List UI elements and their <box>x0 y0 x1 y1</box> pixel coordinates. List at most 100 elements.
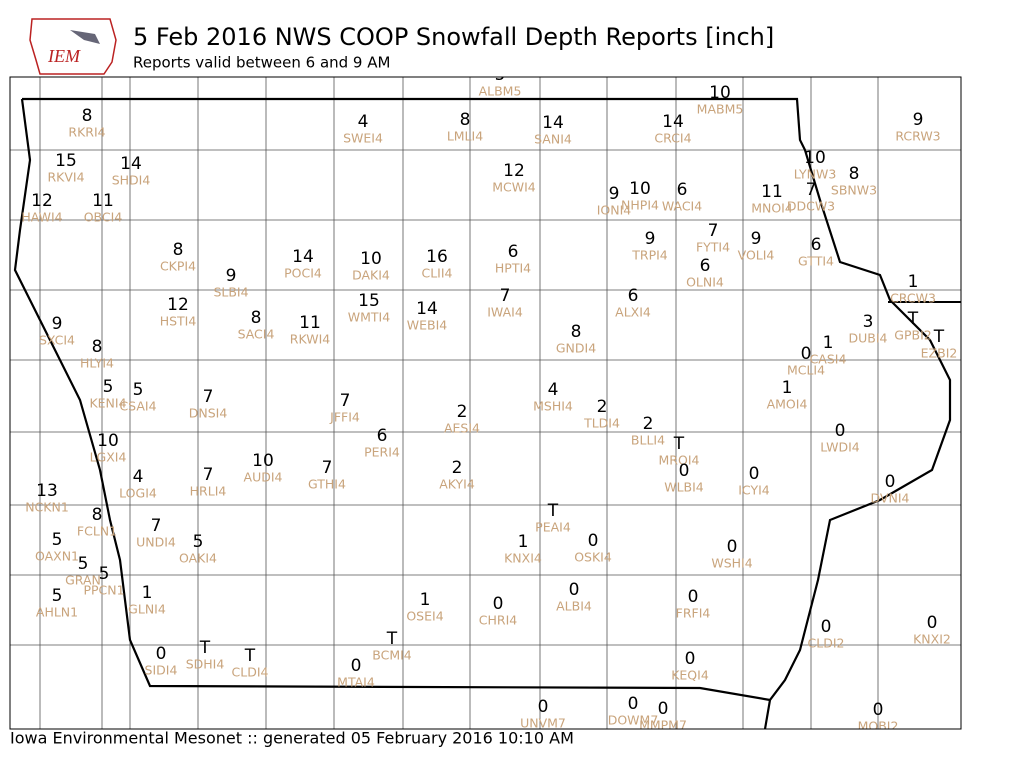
station-value: 1 <box>142 583 153 603</box>
station-value: 9 <box>645 229 656 249</box>
station-id: MMPM7 <box>639 718 687 733</box>
station-id: CLDI2 <box>808 636 845 651</box>
station-value: T <box>673 434 685 454</box>
station-value: 5 <box>103 377 114 397</box>
station-value: T <box>386 629 398 649</box>
station-value: 5 <box>193 532 204 552</box>
station-id: OSKI4 <box>574 550 612 565</box>
station-value: 1 <box>518 532 529 552</box>
station-id: DOWM7 <box>608 713 659 728</box>
station-value: 6 <box>700 256 711 276</box>
station-value: 2 <box>452 458 463 478</box>
station-value: 0 <box>749 464 760 484</box>
station-id: EZBI2 <box>921 346 958 361</box>
subtitle: Reports valid between 6 and 9 AM <box>133 54 390 72</box>
station-value: 7 <box>708 221 719 241</box>
station-value: 0 <box>679 461 690 481</box>
station-id: AHLN1 <box>36 605 78 620</box>
map-frame <box>9 76 962 730</box>
station-value: 5 <box>133 380 144 400</box>
station-id: WSHI4 <box>711 556 752 571</box>
station-id: WEBI4 <box>407 318 448 333</box>
station-value: 0 <box>658 699 669 719</box>
station-id: UNDI4 <box>136 535 176 550</box>
station-id: KENI4 <box>89 396 126 411</box>
station-id: LYNW3 <box>794 167 837 182</box>
station-id: JFFI4 <box>329 410 360 425</box>
station-id: WACI4 <box>662 199 702 214</box>
station-id: MROI4 <box>659 453 700 468</box>
station-id: UNVM7 <box>520 716 566 731</box>
station-value: 0 <box>538 697 549 717</box>
station-value: 10 <box>709 83 731 103</box>
station-id: SACI4 <box>238 327 275 342</box>
station-value: 14 <box>416 299 438 319</box>
station-value: 0 <box>156 644 167 664</box>
station-value: 0 <box>569 580 580 600</box>
station-value: 6 <box>508 242 519 262</box>
station-id: SIDI4 <box>145 663 178 678</box>
station-id: MNOI4 <box>751 201 793 216</box>
station-value: 11 <box>92 191 114 211</box>
station-id: ICYI4 <box>738 483 770 498</box>
station-id: DVNI4 <box>871 491 910 506</box>
station-id: BLLI4 <box>631 433 665 448</box>
logo: IEM <box>29 18 117 75</box>
station-value: 12 <box>31 191 53 211</box>
station-value: 5 <box>78 554 89 574</box>
station-value: 9 <box>226 266 237 286</box>
station-id: CHRI4 <box>479 613 517 628</box>
station-value: 6 <box>677 180 688 200</box>
station-value: 10 <box>97 431 119 451</box>
station-value: 14 <box>292 247 314 267</box>
station-value: 6 <box>811 235 822 255</box>
station-value: 10 <box>804 148 826 168</box>
station-value: T <box>547 501 559 521</box>
station-value: 4 <box>548 380 559 400</box>
station-id: LWDI4 <box>820 440 859 455</box>
station-id: SHDI4 <box>112 173 151 188</box>
station-value: 12 <box>167 295 189 315</box>
station-value: 9 <box>52 314 63 334</box>
station-id: CLDI4 <box>232 665 269 680</box>
station-id: BCMI4 <box>372 648 412 663</box>
station-id: OAXN1 <box>35 549 79 564</box>
station-value: 6 <box>628 286 639 306</box>
station-id: RKWI4 <box>290 332 330 347</box>
station-id: MOBI2 <box>858 719 899 734</box>
station-id: GLNI4 <box>128 602 166 617</box>
station-value: 5 <box>52 530 63 550</box>
station-value: 14 <box>542 113 564 133</box>
footer: Iowa Environmental Mesonet :: generated … <box>10 729 574 748</box>
station-id: SBNW3 <box>831 183 877 198</box>
station-id: SXCI4 <box>39 333 75 348</box>
station-id: CLII4 <box>421 266 452 281</box>
station-id: KEQI4 <box>671 668 709 683</box>
county-lines <box>10 77 961 729</box>
station-value: 5 <box>99 564 110 584</box>
station-id: SWEI4 <box>343 131 383 146</box>
station-id: PERI4 <box>364 445 400 460</box>
station-id: CRCI4 <box>654 131 691 146</box>
station-id: OAKI4 <box>179 551 217 566</box>
title: 5 Feb 2016 NWS COOP Snowfall Depth Repor… <box>133 23 774 51</box>
station-id: KNXI2 <box>913 632 951 647</box>
station-value: 14 <box>662 112 684 132</box>
station-id: ALBM5 <box>479 84 522 99</box>
station-value: 0 <box>873 700 884 720</box>
station-id: IONI4 <box>597 203 632 218</box>
station-id: DNSI4 <box>189 406 228 421</box>
station-id: LGXI4 <box>90 450 127 465</box>
station-value: 9 <box>609 184 620 204</box>
station-value: 6 <box>377 426 388 446</box>
station-value: 2 <box>643 414 654 434</box>
station-value: 0 <box>927 613 938 633</box>
station-id: CKPI4 <box>160 259 196 274</box>
station-value: 0 <box>821 617 832 637</box>
station-id: SLBI4 <box>213 285 248 300</box>
station-value: 8 <box>251 308 262 328</box>
station-value: 2 <box>457 402 468 422</box>
station-id: RKRI4 <box>68 125 105 140</box>
